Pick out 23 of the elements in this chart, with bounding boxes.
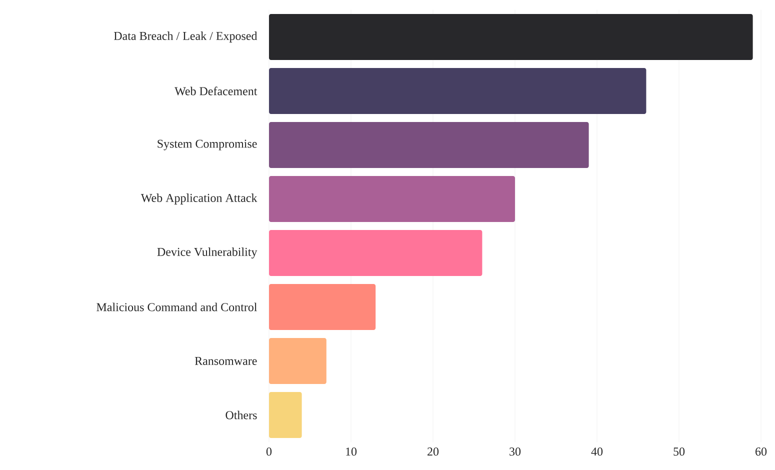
- y-tick-label: Device Vulnerability: [157, 248, 258, 258]
- y-tick-label: Malicious Command and Control: [96, 302, 258, 312]
- x-tick-label: 40: [591, 448, 603, 456]
- bar: [269, 176, 516, 222]
- bar: [269, 230, 482, 276]
- x-tick-label: 50: [674, 448, 685, 456]
- x-tick-label: 10: [346, 448, 357, 456]
- bar: [269, 284, 376, 330]
- y-tick-label: Ransomware: [194, 357, 257, 365]
- y-tick-label: System Compromise: [158, 140, 257, 150]
- x-tick-label: 60: [756, 448, 767, 456]
- x-tick-label: 30: [510, 448, 521, 456]
- bar: [269, 122, 589, 168]
- y-tick-label: Web Defacement: [174, 86, 258, 96]
- y-tick-label: Web Application Attack: [140, 194, 258, 204]
- y-tick-label: Others: [226, 410, 257, 420]
- y-tick-label: Data Breach / Leak / Exposed: [114, 32, 258, 42]
- bar: [269, 14, 753, 60]
- bar: [269, 68, 646, 114]
- x-tick-label: 0: [266, 448, 272, 456]
- x-tick-label: 20: [428, 448, 439, 456]
- bar: [269, 338, 326, 384]
- bar: [269, 392, 302, 438]
